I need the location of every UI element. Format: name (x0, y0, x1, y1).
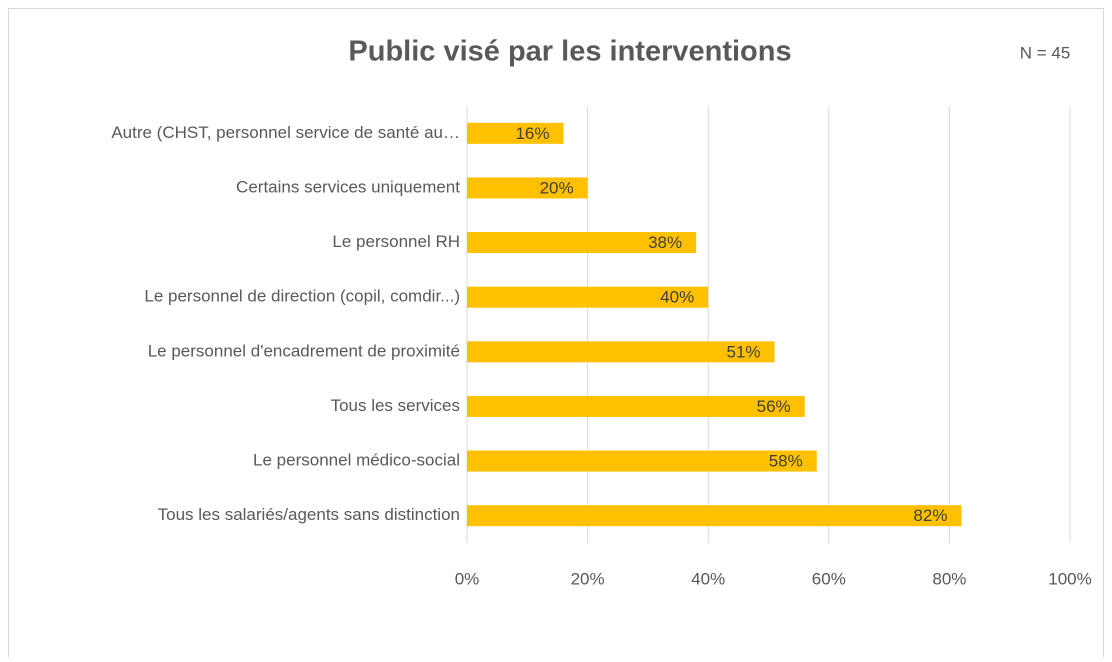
x-tick-label: 0% (455, 569, 480, 588)
y-tick-label: Le personnel de direction (copil, comdir… (144, 287, 460, 306)
value-label: 40% (660, 288, 694, 307)
annotation: N = 45 (1020, 43, 1071, 62)
value-label: 58% (769, 452, 803, 471)
chart-title: Public visé par les interventions (348, 36, 791, 68)
y-tick-label: Certains services uniquement (236, 177, 460, 196)
bar (467, 232, 697, 254)
bar (467, 122, 564, 144)
value-label: 20% (540, 178, 574, 197)
value-label: 82% (913, 506, 947, 525)
x-tick-label: 20% (571, 569, 605, 588)
value-label: 51% (726, 342, 760, 361)
value-label: 38% (648, 233, 682, 252)
y-tick-label: Autre (CHST, personnel service de santé … (111, 123, 460, 142)
bar (467, 177, 588, 199)
y-tick-label: Tous les services (331, 396, 460, 415)
y-tick-label: Tous les salariés/agents sans distinctio… (158, 505, 460, 524)
bar (467, 450, 817, 472)
value-label: 16% (515, 124, 549, 143)
bar (467, 341, 775, 363)
x-tick-label: 60% (812, 569, 846, 588)
y-tick-label: Le personnel d'encadrement de proximité (148, 341, 460, 360)
y-tick-label: Le personnel médico-social (253, 451, 460, 470)
y-tick-label: Le personnel RH (332, 232, 460, 251)
bar (467, 505, 962, 527)
chart-border (8, 8, 1104, 662)
value-label: 56% (757, 397, 791, 416)
x-tick-label: 100% (1048, 569, 1091, 588)
bar (467, 395, 805, 417)
bar (467, 286, 709, 308)
x-tick-label: 40% (691, 569, 725, 588)
x-tick-label: 80% (932, 569, 966, 588)
